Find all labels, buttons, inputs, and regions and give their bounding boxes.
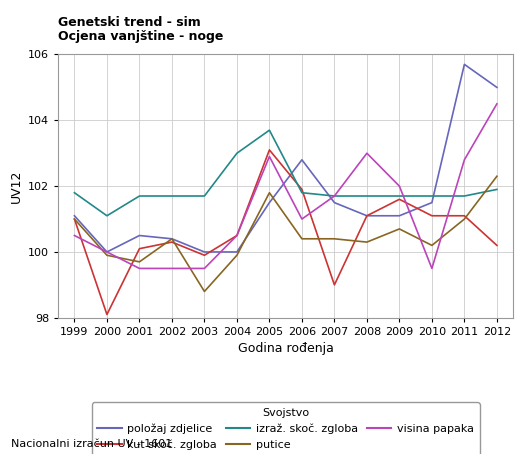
Text: Genetski trend - sim: Genetski trend - sim [58,16,201,29]
X-axis label: Godina rođenja: Godina rođenja [238,342,334,355]
Legend: položaj zdjelice, kut skoč. zgloba, izraž. skoč. zgloba, putice, visina papaka: položaj zdjelice, kut skoč. zgloba, izra… [92,402,480,454]
Text: Nacionalni izračun UV - 1601: Nacionalni izračun UV - 1601 [11,439,172,449]
Y-axis label: UV12: UV12 [10,169,22,203]
Text: Ocjena vanjštine - noge: Ocjena vanjštine - noge [58,30,224,43]
